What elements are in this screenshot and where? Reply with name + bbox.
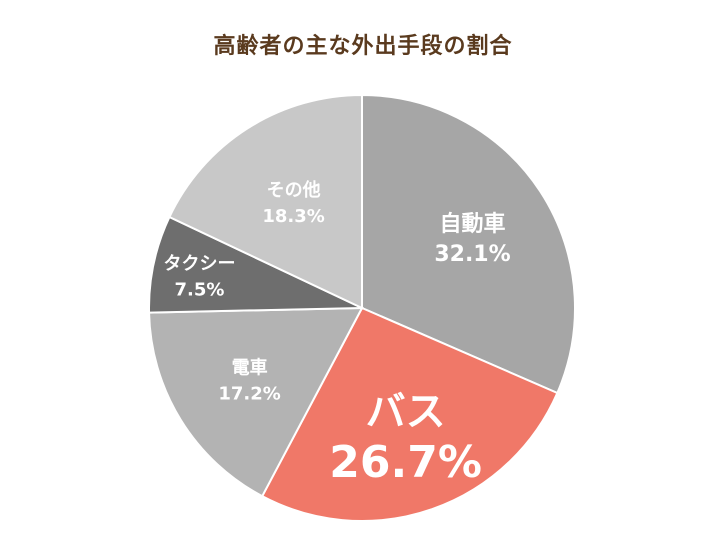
slice-name-label: 電車	[232, 356, 268, 378]
slice-name-label: 自動車	[439, 211, 505, 237]
pie-slice	[168, 93, 363, 310]
slice-value-label: 18.3%	[262, 206, 324, 227]
pie-slice	[361, 93, 576, 395]
slice-value-label: 26.7%	[329, 437, 482, 488]
chart-title: 高齢者の主な外出手段の割合	[213, 34, 513, 59]
pie-slice	[148, 306, 364, 498]
slice-name-label: タクシー	[164, 254, 236, 275]
pie-slice	[148, 215, 363, 314]
slice-value-label: 7.5%	[175, 280, 225, 301]
slice-value-label: 32.1%	[434, 242, 510, 267]
slice-value-label: 17.2%	[218, 383, 280, 404]
pie-slice	[260, 306, 559, 522]
slice-name-label: その他	[267, 179, 321, 201]
slice-name-label: バス	[366, 389, 446, 435]
